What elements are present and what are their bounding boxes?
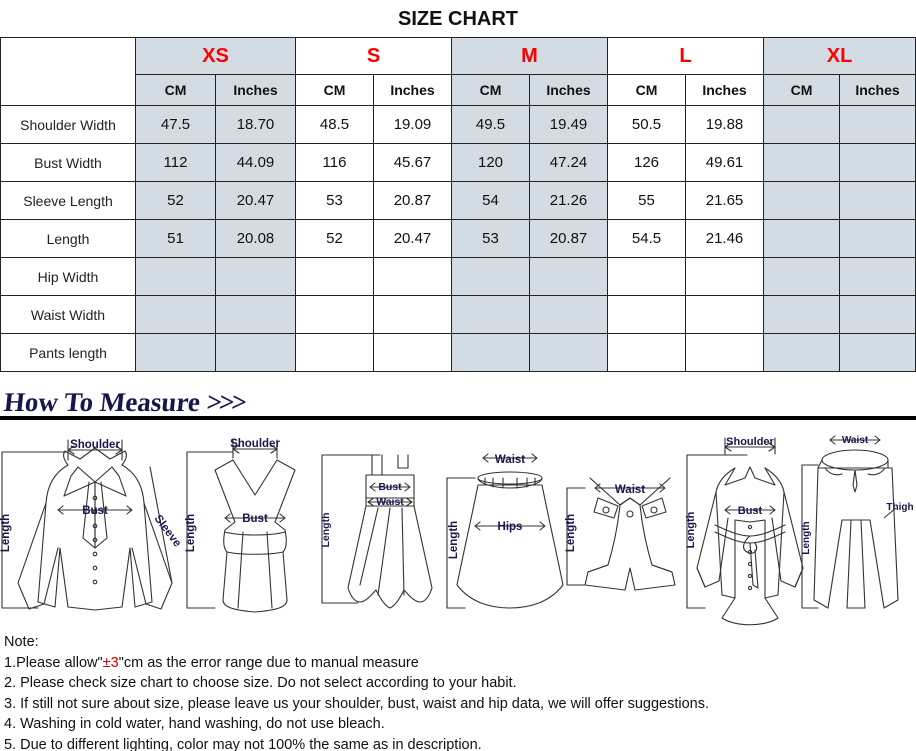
svg-text:Shoulder: Shoulder	[726, 436, 774, 448]
svg-text:Bust: Bust	[82, 505, 108, 517]
svg-text:Length: Length	[448, 521, 460, 559]
svg-text:Bust: Bust	[242, 513, 268, 525]
svg-text:Length: Length	[0, 514, 12, 552]
svg-text:Waist: Waist	[495, 454, 525, 466]
svg-text:Shoulder: Shoulder	[70, 439, 120, 451]
svg-text:Sleeve: Sleeve	[152, 513, 184, 549]
svg-text:Shoulder: Shoulder	[230, 438, 280, 450]
svg-text:Length: Length	[565, 514, 577, 552]
svg-text:Thigh: Thigh	[886, 502, 913, 513]
svg-text:Waist: Waist	[615, 484, 645, 496]
svg-text:Length: Length	[185, 514, 197, 552]
svg-text:Length: Length	[801, 521, 812, 554]
svg-text:Bust: Bust	[738, 505, 763, 517]
svg-text:Hips: Hips	[498, 521, 523, 533]
svg-text:Waist: Waist	[842, 435, 869, 446]
svg-text:Waist: Waist	[376, 496, 404, 508]
svg-text:Bust: Bust	[378, 481, 402, 493]
svg-text:Length: Length	[685, 511, 697, 548]
svg-text:Length: Length	[320, 513, 332, 548]
